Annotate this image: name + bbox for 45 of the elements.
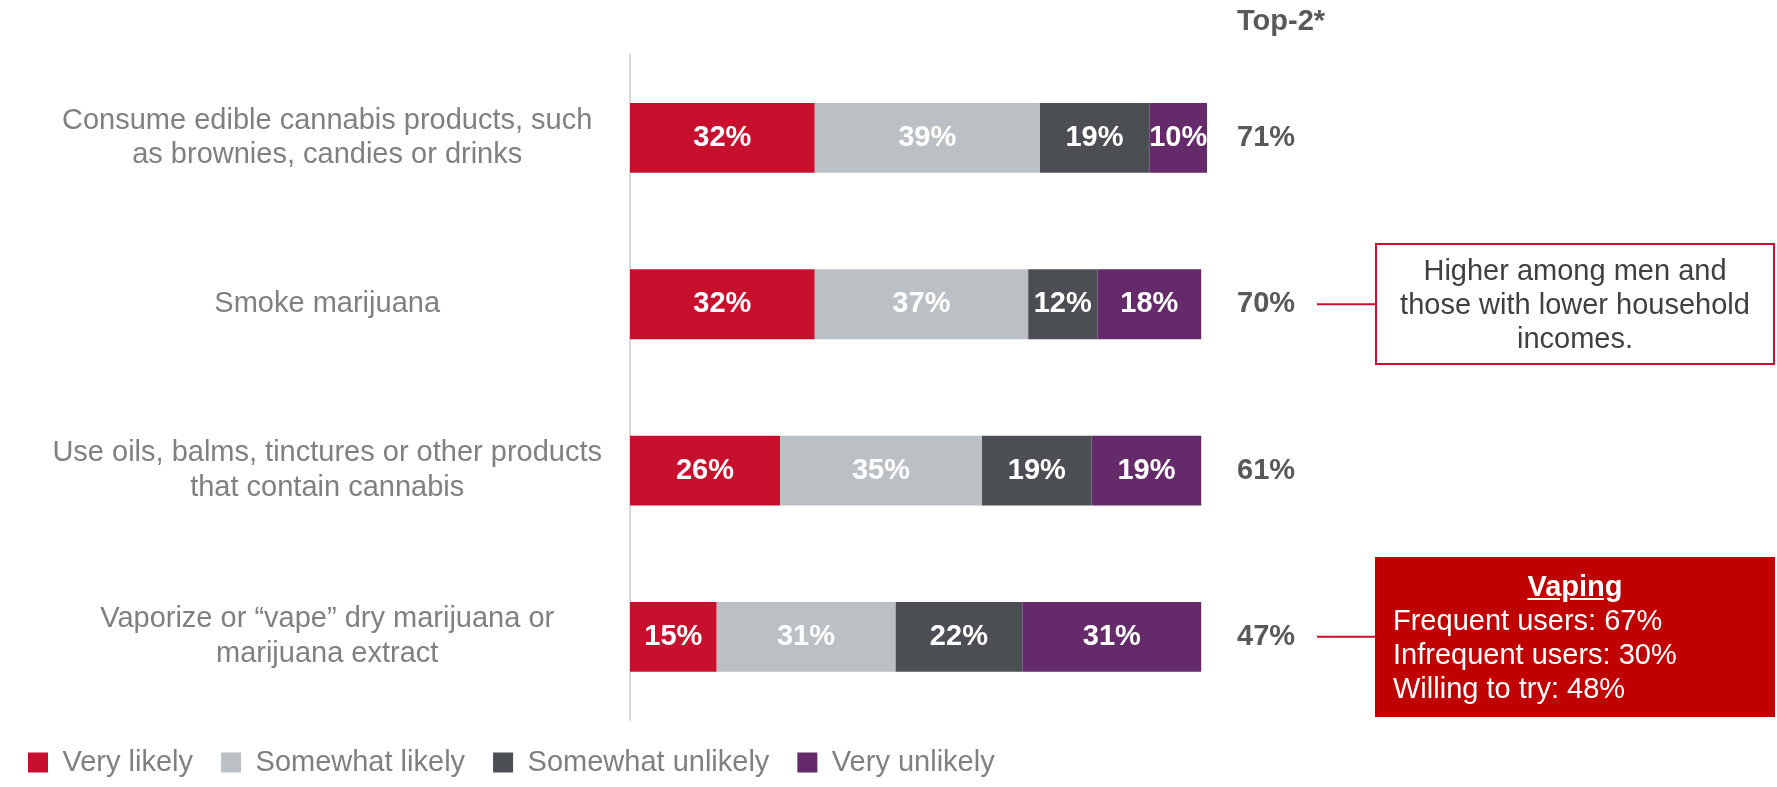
y-tick-label: Smoke marijuana <box>214 286 441 319</box>
bar <box>895 601 1023 672</box>
data-label: 15% <box>644 618 703 651</box>
callout-box: Higher among men and those with lower household incomes. <box>1375 243 1775 366</box>
bar <box>716 601 896 672</box>
text: 71% <box>1237 119 1296 152</box>
callout-box: Vaping Frequent users: 67% Infrequent users: 30% Willing to try: 48% <box>1375 556 1775 717</box>
bar <box>630 269 815 340</box>
bar <box>981 435 1092 506</box>
data-label: 19% <box>1007 452 1067 485</box>
text: Top-2* <box>1237 4 1326 36</box>
bar <box>814 103 1040 173</box>
y-tick-label: Use oils, balms, tinctures or other products that contain cannabis <box>52 435 603 502</box>
data-label: 35% <box>851 452 911 485</box>
data-label: 10% <box>1149 119 1208 152</box>
data-label: 12% <box>1033 286 1092 319</box>
bar <box>630 435 781 506</box>
text: 70% <box>1237 286 1296 319</box>
bar <box>1097 269 1202 340</box>
legend-label: Very likely <box>62 744 194 777</box>
data-label: 39% <box>898 119 957 152</box>
bar <box>780 435 982 506</box>
data-label: 37% <box>892 286 951 319</box>
data-label: 19% <box>1117 452 1176 485</box>
legend-label: Somewhat unlikely <box>527 744 770 777</box>
bar <box>1022 601 1202 672</box>
text: 47% <box>1237 618 1296 651</box>
data-label: 19% <box>1065 119 1124 152</box>
legend-label: Very unlikely <box>831 744 996 777</box>
bar <box>1091 435 1202 506</box>
bar <box>630 601 717 672</box>
bar <box>814 269 1029 340</box>
legend-label: Somewhat likely <box>255 744 466 777</box>
data-label: 26% <box>675 452 735 485</box>
data-label: 31% <box>776 618 836 651</box>
text: 61% <box>1237 452 1296 485</box>
data-label: 32% <box>693 119 752 152</box>
data-label: 22% <box>929 618 989 651</box>
data-label: 31% <box>1082 618 1142 651</box>
bar <box>1039 103 1150 173</box>
data-label: 18% <box>1120 286 1179 319</box>
y-tick-label: Vaporize or “vape” dry marijuana or marijuana extract <box>100 601 555 669</box>
bar <box>630 103 815 173</box>
data-label: 32% <box>693 286 752 319</box>
y-tick-label: Consume edible cannabis products, such as brownies, candies or drinks <box>62 102 593 170</box>
